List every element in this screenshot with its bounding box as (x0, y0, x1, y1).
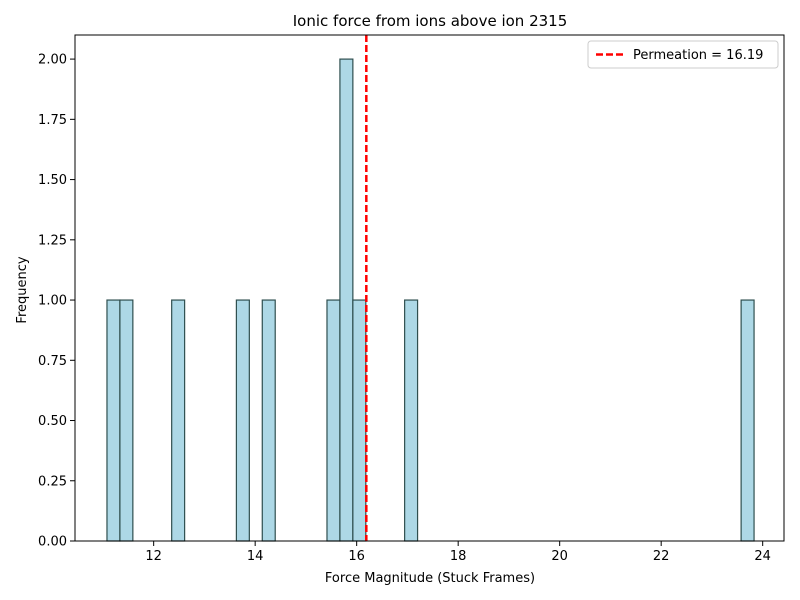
histogram-bar (106, 299, 121, 542)
legend-label: Permeation = 16.19 (633, 48, 763, 63)
histogram-bar (171, 299, 186, 542)
x-tick-label: 24 (754, 549, 771, 564)
histogram-bar (339, 58, 354, 542)
y-tick-label: 0.50 (38, 414, 67, 429)
x-tick-label: 16 (348, 549, 365, 564)
y-tick-label: 1.75 (38, 113, 67, 128)
y-tick-label: 2.00 (38, 53, 67, 68)
y-tick-label: 0.25 (38, 474, 67, 489)
histogram-bar (404, 299, 419, 542)
x-tick-label: 20 (551, 549, 568, 564)
y-tick-label: 1.00 (38, 294, 67, 309)
y-axis-label: Frequency (15, 256, 30, 323)
x-axis-ticks: 12 14 16 18 20 22 24 (145, 541, 771, 564)
plot-frame (74, 34, 785, 542)
x-tick-label: 12 (145, 549, 162, 564)
y-tick-label: 1.25 (38, 233, 67, 248)
x-tick-label: 14 (247, 549, 264, 564)
histogram-bar (119, 299, 134, 542)
legend-box (587, 40, 779, 69)
x-tick-label: 18 (450, 549, 467, 564)
histogram-bar (740, 299, 755, 542)
y-tick-label: 0.00 (38, 535, 67, 550)
y-tick-label: 1.50 (38, 173, 67, 188)
chart-title: Ionic force from ions above ion 2315 (293, 12, 568, 30)
y-axis-ticks: 0.00 0.25 0.50 0.75 1.00 1.25 1.50 1.75 2.00 (38, 53, 75, 550)
y-tick-label: 0.75 (38, 354, 67, 369)
histogram-bar (352, 299, 367, 542)
histogram-bars (106, 58, 755, 542)
legend: Permeation = 16.19 (587, 40, 779, 69)
x-tick-label: 22 (653, 549, 670, 564)
histogram-bar (261, 299, 276, 542)
x-axis-label: Force Magnitude (Stuck Frames) (325, 571, 535, 586)
histogram-bar (235, 299, 250, 542)
histogram-bar (326, 299, 341, 542)
